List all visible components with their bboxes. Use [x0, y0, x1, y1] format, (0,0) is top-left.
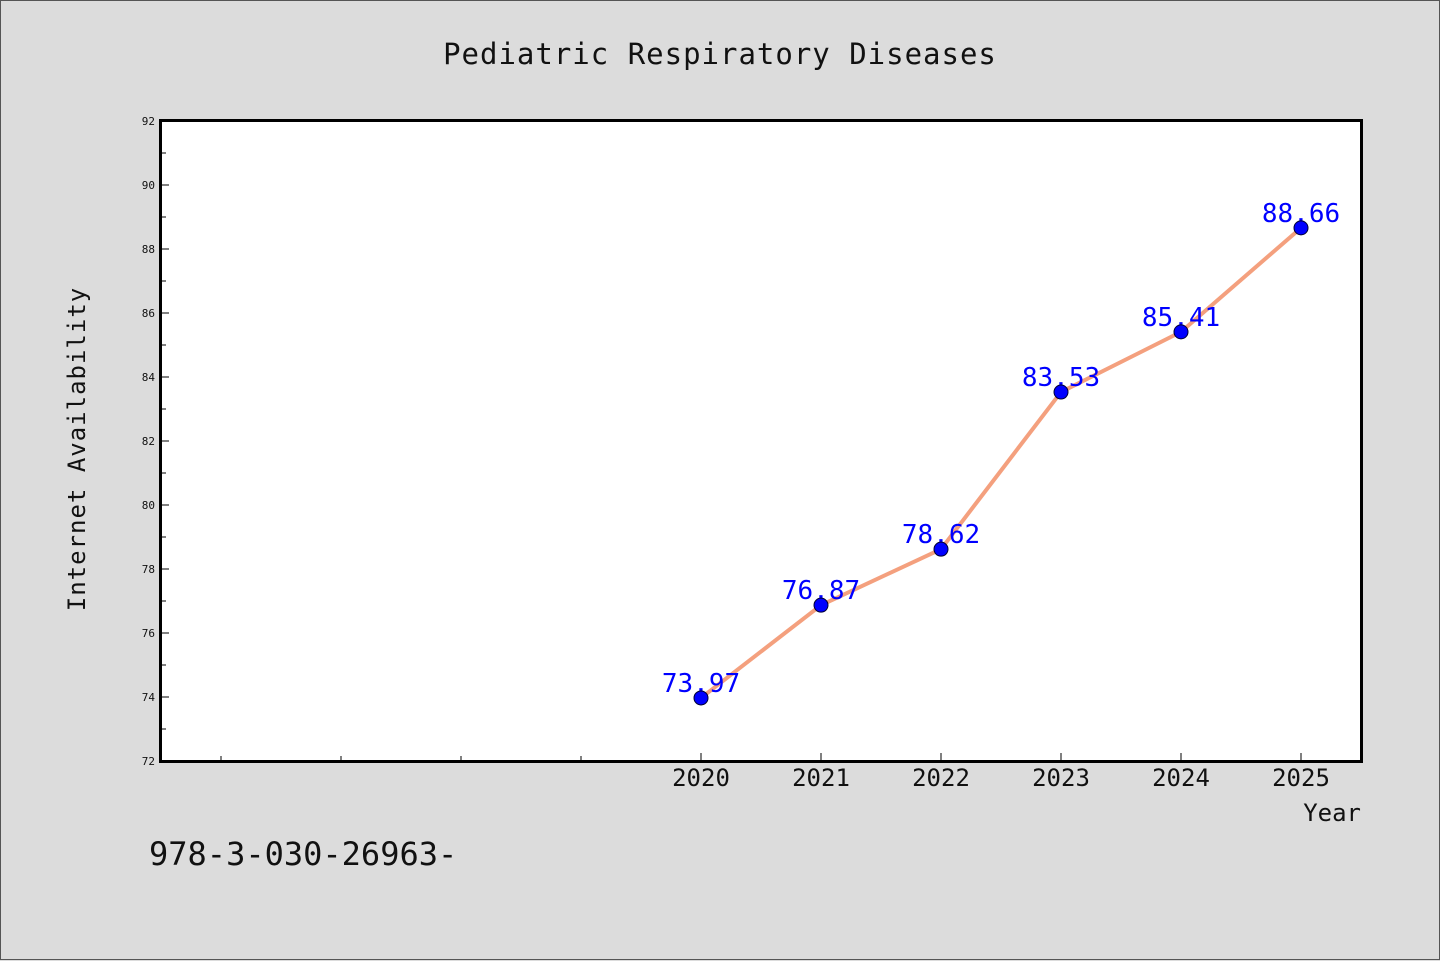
data-point — [693, 690, 709, 706]
y-tick-label: 90 — [142, 179, 155, 192]
x-axis-label: Year — [1303, 799, 1361, 827]
y-tick-label: 72 — [142, 755, 155, 768]
x-tick-label: 2020 — [672, 764, 730, 792]
y-tick-label: 82 — [142, 435, 155, 448]
x-tick-label: 2021 — [792, 764, 850, 792]
x-tick-label: 2022 — [912, 764, 970, 792]
y-axis: 72 74 76 78 80 82 84 86 88 90 92 — [142, 115, 169, 768]
data-point — [1173, 324, 1189, 340]
data-point — [933, 541, 949, 557]
y-tick-label: 74 — [142, 691, 156, 704]
x-tick-label: 2023 — [1032, 764, 1090, 792]
plot-area — [159, 119, 1363, 763]
y-tick-label: 92 — [142, 115, 155, 128]
y-tick-label: 78 — [142, 563, 155, 576]
y-tick-label: 88 — [142, 243, 155, 256]
x-tick-label: 2024 — [1152, 764, 1210, 792]
y-tick-label: 80 — [142, 499, 155, 512]
data-point — [1293, 220, 1309, 236]
y-axis-label: Internet Availability — [63, 287, 91, 611]
data-point — [813, 597, 829, 613]
y-tick-label: 76 — [142, 627, 155, 640]
footer-isbn-text: 978-3-030-26963- — [149, 835, 457, 873]
data-point — [1053, 384, 1069, 400]
chart-title: Pediatric Respiratory Diseases — [443, 37, 997, 71]
x-axis: 2020 2021 2022 2023 2024 2025 — [220, 753, 1330, 792]
x-tick-label: 2025 — [1272, 764, 1330, 792]
y-tick-label: 86 — [142, 307, 155, 320]
series-line — [699, 226, 1303, 700]
y-tick-label: 84 — [142, 371, 156, 384]
